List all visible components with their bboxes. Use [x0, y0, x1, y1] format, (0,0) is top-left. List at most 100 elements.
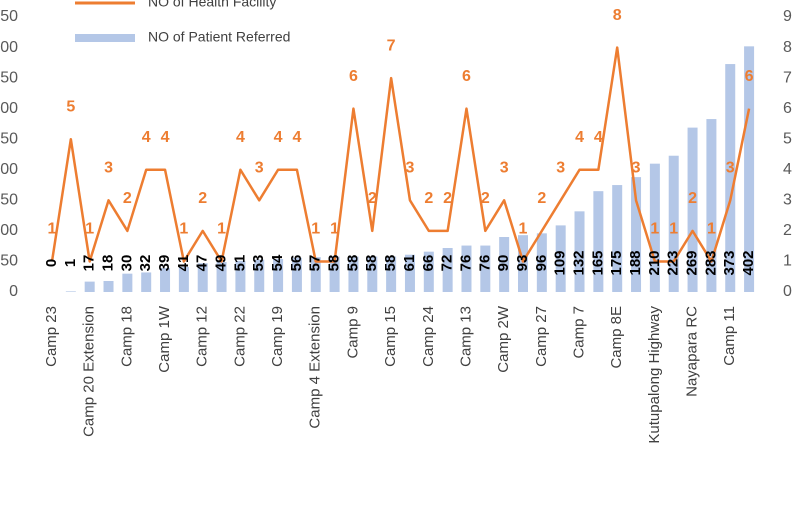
y-tick-label: 450	[0, 8, 18, 25]
line-value-label: 3	[255, 160, 264, 177]
bar	[706, 119, 717, 292]
line-value-label: 1	[85, 221, 94, 238]
y-tick-label: 200	[0, 161, 18, 178]
bar	[631, 177, 642, 292]
line-value-label: 3	[632, 160, 641, 177]
x-tick-label: Camp 11	[721, 306, 738, 366]
bar-value-label: 1	[62, 259, 79, 267]
line-value-label: 3	[726, 160, 735, 177]
line-value-label: 2	[537, 190, 546, 207]
line-value-label: 2	[481, 190, 490, 207]
bar-value-label: 54	[269, 254, 286, 271]
bar-value-label: 58	[363, 255, 380, 272]
line-value-label: 2	[443, 190, 452, 207]
bar-value-label: 93	[514, 255, 531, 272]
bar	[518, 235, 528, 292]
legend-label: NO of Health Facility	[148, 0, 276, 10]
y2-tick-label: 1	[783, 253, 792, 270]
line-value-label: 1	[650, 221, 659, 238]
bar	[160, 268, 171, 292]
line-value-label: 3	[556, 160, 565, 177]
bar-value-label: 17	[81, 255, 98, 272]
line-value-label: 7	[387, 37, 396, 54]
x-tick-label: Camp 9	[344, 306, 361, 359]
bar-value-label: 90	[495, 255, 512, 272]
line-value-label: 1	[330, 221, 339, 238]
bar	[461, 245, 472, 292]
bar-value-label: 175	[608, 250, 625, 275]
x-tick-label: Camp 27	[533, 306, 550, 367]
line-value-label: 4	[161, 129, 170, 146]
bar-value-label: 18	[99, 255, 116, 272]
x-tick-label: Camp 18	[118, 306, 135, 367]
bar-value-label: 76	[457, 255, 474, 272]
y2-tick-label: 4	[783, 161, 792, 178]
x-tick-label: Camp 7	[570, 306, 587, 359]
bar-value-label: 402	[740, 250, 757, 275]
bar	[499, 237, 510, 292]
x-tick-label: Camp 20 Extension	[81, 306, 98, 437]
bar-value-label: 53	[250, 255, 267, 272]
x-tick-label: Camp 2W	[495, 305, 512, 373]
y2-tick-label: 7	[783, 69, 792, 86]
bar-value-label: 51	[231, 255, 248, 272]
line-value-label: 4	[274, 129, 283, 146]
x-tick-label: Camp 1W	[156, 305, 173, 373]
line-value-label: 1	[311, 221, 320, 238]
bar	[668, 155, 679, 292]
y-tick-label: 0	[9, 283, 18, 300]
bar-value-label: 0	[43, 259, 60, 267]
x-tick-label: Camp 23	[43, 306, 60, 367]
line-value-label: 3	[104, 160, 113, 177]
bar-value-label: 58	[344, 255, 361, 272]
y2-tick-label: 8	[783, 39, 792, 56]
line-value-label: 1	[519, 221, 528, 238]
y-tick-label: 350	[0, 69, 18, 86]
bar	[141, 272, 152, 292]
bar-value-label: 66	[420, 255, 437, 272]
bar-value-label: 109	[552, 250, 569, 275]
y-tick-label: 100	[0, 222, 18, 239]
bar	[84, 281, 95, 292]
line-value-label: 4	[236, 129, 245, 146]
line-value-label: 1	[669, 221, 678, 238]
bar	[687, 127, 698, 292]
bar	[122, 273, 133, 292]
bar-value-label: 72	[439, 255, 456, 272]
bar	[273, 259, 284, 292]
x-tick-label: Camp 22	[231, 306, 248, 367]
line-value-label: 2	[424, 190, 433, 207]
legend-swatch	[75, 34, 135, 42]
bar	[329, 256, 340, 292]
bar-value-label: 41	[175, 255, 192, 272]
y2-tick-label: 6	[783, 100, 792, 117]
line-value-label: 6	[745, 68, 754, 85]
line-value-label: 1	[48, 221, 57, 238]
bar-value-label: 165	[589, 250, 606, 275]
bar-value-label: 188	[627, 250, 644, 275]
bar-value-label: 58	[326, 255, 343, 272]
bar-value-label: 373	[721, 250, 738, 275]
line-value-label: 3	[500, 160, 509, 177]
line-value-label: 2	[123, 190, 132, 207]
line-value-label: 4	[594, 129, 603, 146]
bar	[536, 233, 547, 292]
line-value-label: 4	[575, 129, 584, 146]
bar-value-label: 30	[118, 255, 135, 272]
bar	[65, 291, 76, 292]
line	[50, 46, 751, 263]
bar	[103, 281, 114, 292]
bar	[555, 225, 566, 292]
bar	[744, 46, 755, 293]
bar	[593, 191, 604, 292]
bar	[178, 266, 189, 292]
line-value-label: 8	[613, 7, 622, 24]
y2-tick-label: 5	[783, 130, 792, 147]
y2-tick-label: 2	[783, 222, 792, 239]
bar	[386, 256, 397, 292]
x-tick-label: Camp 19	[269, 306, 286, 367]
bar	[649, 163, 660, 292]
bar-value-label: 61	[401, 255, 418, 272]
x-tick-label: Nayapara RC	[684, 306, 701, 397]
line-value-label: 5	[66, 98, 75, 115]
